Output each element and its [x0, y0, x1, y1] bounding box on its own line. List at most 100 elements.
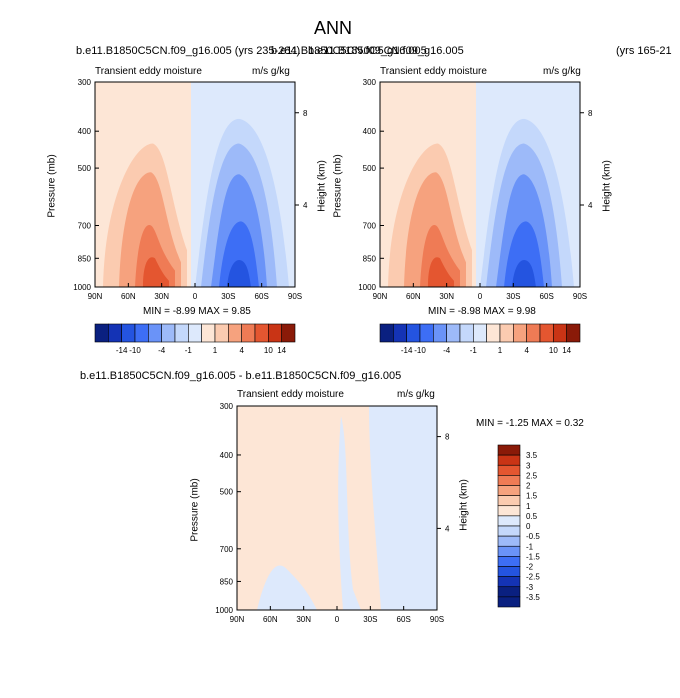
diff-colorbar-cell	[497, 586, 521, 598]
left-panel-field	[95, 82, 295, 288]
diff-panel-ytick-label: 300	[220, 402, 234, 411]
right-panel-xtick-label: 90S	[573, 292, 587, 301]
diff-colorbar-cell	[497, 566, 521, 577]
left-panel-xtick-label: 0	[193, 292, 198, 301]
left-run-title-overlap: b.e11.B1850C5CN.f09_g16.005	[271, 45, 427, 57]
right-units: m/s g/kg	[543, 66, 581, 77]
diff-colorbar-label: 1.5	[526, 492, 538, 501]
right-panel-ytick-label: 1000	[358, 283, 376, 292]
left-panel-y2tick-label: 8	[303, 109, 308, 118]
right-panel-xtick-label: 60N	[406, 292, 421, 301]
diff-colorbar-label: -2.5	[526, 573, 540, 582]
left-panel-ytick-label: 400	[78, 127, 92, 136]
left-panel-ytick-label: 500	[78, 164, 92, 173]
diff-panel-xtick-label: 60N	[263, 615, 278, 624]
right-panel-negative-contour-5	[512, 260, 536, 287]
left-colorbar-label: 1	[213, 346, 218, 355]
left-stats: MIN = -8.99 MAX = 9.85	[143, 306, 251, 317]
diff-colorbar-label: -2	[526, 563, 534, 572]
left-colorbar-cell	[241, 323, 256, 343]
left-run-title: b.e11.B1850C5CN.f09_g16.005 (yrs 235-284…	[76, 45, 301, 57]
left-colorbar-cell	[201, 323, 216, 343]
right-panel-y2tick-label: 8	[588, 109, 593, 118]
diff-colorbar-cell	[497, 444, 521, 456]
right-colorbar-cell	[553, 323, 567, 343]
diff-panel-xtick-label: 30N	[296, 615, 311, 624]
diff-panel-xtick-label: 0	[335, 615, 340, 624]
left-colorbar-label: 4	[239, 346, 244, 355]
right-panel-ytick-label: 700	[363, 222, 377, 231]
left-panel-ytick-label: 850	[78, 254, 92, 263]
right-colorbar-label: 14	[562, 346, 571, 355]
right-colorbar-cell	[379, 323, 394, 343]
right-colorbar-cell	[539, 323, 554, 343]
diff-panel-ytick-label: 850	[220, 577, 234, 586]
left-colorbar-cell	[121, 323, 136, 343]
diff-panel-ytick-label: 700	[220, 545, 234, 554]
left-panel-xtick-label: 30S	[221, 292, 235, 301]
right-colorbar-cell	[419, 323, 434, 343]
left-colorbar-cell	[161, 323, 176, 343]
diff-field-label: Transient eddy moisture	[237, 389, 344, 400]
left-panel-ytick-label: 300	[78, 78, 92, 87]
right-colorbar-cell	[473, 323, 487, 343]
diff-colorbar-cell	[497, 464, 521, 476]
left-panel-positive-contour-4	[143, 257, 169, 287]
diff-panel-negative-contour-1	[369, 406, 437, 610]
diff-colorbar-label: 3.5	[526, 451, 538, 460]
left-colorbar-cell	[228, 323, 242, 343]
diff-colorbar-cell	[497, 495, 521, 507]
left-colorbar-label: -14	[116, 346, 128, 355]
right-colorbar-cell	[459, 323, 474, 343]
left-colorbar-label: 10	[264, 346, 273, 355]
right-panel-y2tick-label: 4	[588, 201, 593, 210]
diff-panel-xtick-label: 60S	[397, 615, 411, 624]
left-units: m/s g/kg	[252, 66, 290, 77]
right-colorbar-cell	[499, 323, 514, 343]
diff-colorbar-label: -1.5	[526, 552, 540, 561]
left-panel-xtick-label: 60N	[121, 292, 136, 301]
left-panel-xtick-label: 60S	[255, 292, 269, 301]
diff-colorbar-label: -1	[526, 542, 534, 551]
right-panel-ytick-label: 400	[363, 127, 377, 136]
right-colorbar-cell	[446, 323, 461, 343]
right-panel-negative-contour-4	[504, 221, 544, 287]
diff-colorbar-cell	[497, 556, 521, 567]
diff-colorbar-cell	[497, 525, 521, 537]
diff-colorbar-label: 1	[526, 502, 531, 511]
diff-panel-xtick-label: 90N	[230, 615, 245, 624]
diff-colorbar-cell	[497, 576, 521, 588]
diff-panel-xtick-label: 90S	[430, 615, 444, 624]
left-panel-xtick-label: 30N	[154, 292, 169, 301]
diff-title: b.e11.B1850C5CN.f09_g16.005 - b.e11.B185…	[80, 370, 402, 382]
right-colorbar-label: -1	[470, 346, 478, 355]
left-field-label: Transient eddy moisture	[95, 66, 202, 77]
diff-colorbar-cell	[497, 475, 521, 486]
left-colorbar-cell	[214, 323, 229, 343]
left-colorbar-cell	[134, 323, 149, 343]
right-panel-xtick-label: 30S	[506, 292, 520, 301]
right-colorbar-label: -4	[443, 346, 451, 355]
diff-panel-ytick-label: 1000	[215, 606, 233, 615]
right-colorbar-cell	[526, 323, 541, 343]
right-colorbar-cell	[513, 323, 527, 343]
left-colorbar-cell	[148, 323, 162, 343]
diff-panel-y2tick-label: 4	[445, 524, 450, 533]
diff-panel-field	[237, 406, 437, 610]
right-field-label: Transient eddy moisture	[380, 66, 487, 77]
left-panel-y2tick-label: 4	[303, 201, 308, 210]
right-panel-xtick-label: 0	[478, 292, 483, 301]
diff-panel-ytick-label: 500	[220, 488, 234, 497]
right-run-years: (yrs 165-21	[616, 45, 672, 57]
left-colorbar-cell	[281, 323, 296, 343]
left-panel-xtick-label: 90S	[288, 292, 302, 301]
right-panel-ytick-label: 300	[363, 78, 377, 87]
diff-panel-negative-contour-3	[257, 565, 317, 610]
right-panel-xtick-label: 30N	[439, 292, 454, 301]
diff-units: m/s g/kg	[397, 389, 435, 400]
left-panel-xtick-label: 90N	[88, 292, 103, 301]
diff-panel-negative-contour-2	[338, 416, 361, 610]
right-colorbar-label: 4	[524, 346, 529, 355]
right-colorbar-cell	[406, 323, 421, 343]
left-colorbar-label: -4	[158, 346, 166, 355]
